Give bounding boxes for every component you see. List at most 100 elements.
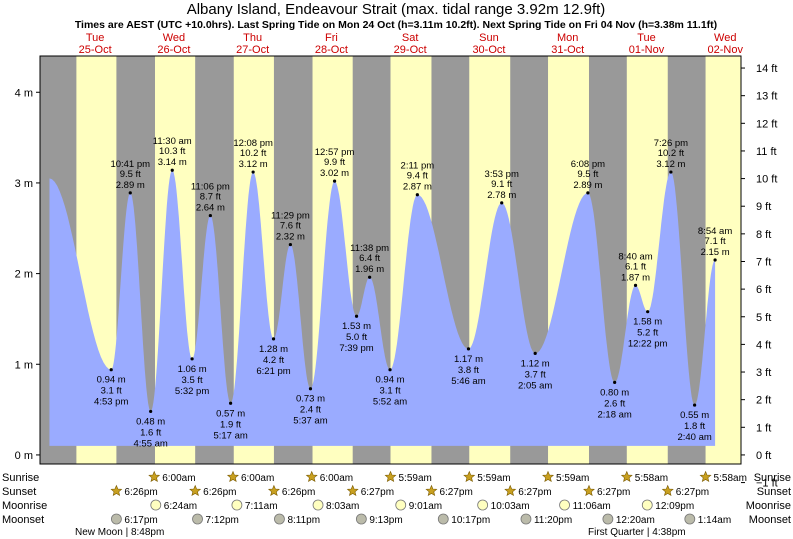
- right-tick-label: 13 ft: [756, 91, 777, 103]
- tide-meters: 3.02 m: [320, 168, 349, 179]
- moonset-icon: [520, 513, 532, 525]
- moonrise-label-left: Moonrise: [2, 500, 47, 512]
- moonrise-icon: [641, 499, 653, 511]
- moonset-icon: [274, 513, 285, 525]
- moonrise-time: 10:03am: [491, 501, 530, 512]
- tide-point: [669, 170, 673, 174]
- tide-feet: 2.6 ft: [604, 398, 625, 409]
- tide-meters: 2.78 m: [487, 190, 516, 201]
- tide-time: 3:53 pm: [485, 169, 519, 180]
- tide-meters: 0.94 m: [376, 375, 405, 386]
- moonset-label-left: Moonset: [2, 514, 44, 526]
- tide-point: [332, 179, 337, 183]
- tide-time: 12:22 pm: [628, 339, 668, 350]
- moonset-icon: [192, 513, 203, 525]
- tide-meters: 1.53 m: [342, 321, 371, 332]
- day-date: 27-Oct: [236, 44, 269, 56]
- day-date: 29-Oct: [394, 44, 427, 56]
- day-name: Fri: [325, 32, 338, 44]
- day-labels: Tue25-OctWed26-OctThu27-OctFri28-OctSat2…: [79, 32, 744, 56]
- moonrise-time: 11:06am: [573, 501, 611, 512]
- tide-meters: 1.96 m: [355, 264, 384, 275]
- right-axis: −1 ft 0 ft 1 ft 2 ft 3 ft 4 ft 5 ft 6 ft 7 ft 8 f…: [741, 63, 778, 490]
- sunrise-icon: [620, 470, 633, 483]
- moonset-time: 12:20am: [616, 515, 655, 526]
- right-tick-label: 7 ft: [756, 256, 771, 268]
- tide-meters: 2.89 m: [573, 180, 602, 191]
- tide-feet: 7.6 ft: [280, 221, 301, 232]
- tide-curve: [49, 170, 716, 446]
- moon-phase-first-quarter: First Quarter | 4:38pm: [588, 527, 686, 538]
- tide-feet: 7.1 ft: [705, 236, 726, 247]
- moonset-time: 7:12pm: [206, 515, 239, 526]
- moonrise-icon: [312, 499, 324, 511]
- tide-time: 11:06 pm: [191, 182, 230, 193]
- tide-meters: 0.55 m: [680, 410, 709, 421]
- moonrise-icon: [559, 499, 570, 511]
- tide-meters: 2.64 m: [196, 203, 225, 214]
- moonset-time: 1:14am: [698, 515, 731, 526]
- tide-time: 11:29 pm: [271, 211, 310, 222]
- day-date: 26-Oct: [157, 44, 190, 56]
- tide-feet: 5.2 ft: [637, 328, 658, 339]
- sunset-time: 6:27pm: [597, 487, 630, 498]
- tide-feet: 3.8 ft: [458, 365, 479, 376]
- tide-time: 7:26 pm: [654, 138, 688, 149]
- sunset-time: 6:27pm: [518, 487, 551, 498]
- moonrise-time: 12:09pm: [655, 501, 694, 512]
- day-name: Thu: [243, 32, 262, 44]
- right-tick-label: 8 ft: [756, 229, 771, 241]
- right-tick-label: 9 ft: [756, 201, 771, 213]
- tide-meters: 2.32 m: [276, 232, 305, 243]
- tide-time: 5:52 am: [373, 397, 407, 408]
- tide-feet: 9.4 ft: [407, 171, 428, 182]
- tide-time: 5:37 am: [293, 416, 327, 427]
- tide-point: [586, 191, 590, 195]
- tide-point: [271, 337, 276, 341]
- tide-point: [308, 387, 313, 391]
- moonrise-time: 8:03am: [326, 501, 359, 512]
- moonset-time: 11:20pm: [534, 515, 572, 526]
- tide-time: 8:54 am: [698, 226, 732, 237]
- sunrise-icon: [148, 470, 161, 483]
- tide-time: 12:08 pm: [233, 138, 273, 149]
- right-tick-label: 0 ft: [756, 450, 771, 462]
- left-tick-label: 3 m: [15, 178, 33, 190]
- right-tick-label: 10 ft: [756, 174, 777, 186]
- astro-rows: Sunrise Sunrise 6:00am 6:00am 6:00am 5:59am 5:…: [2, 470, 791, 538]
- tide-feet: 10.3 ft: [159, 146, 186, 157]
- moonset-icon: [602, 513, 614, 525]
- tide-meters: 1.17 m: [454, 354, 483, 365]
- sunset-icon: [267, 484, 280, 497]
- day-date: 31-Oct: [551, 44, 584, 56]
- tide-point: [466, 347, 471, 351]
- tide-meters: 3.12 m: [656, 159, 685, 170]
- right-tick-label: 6 ft: [756, 284, 771, 296]
- tide-time: 8:40 am: [618, 251, 652, 262]
- day-date: 01-Nov: [629, 44, 665, 56]
- tide-meters: 3.12 m: [239, 159, 268, 170]
- sunset-time: 6:27pm: [439, 487, 472, 498]
- moonrise-time: 6:24am: [164, 501, 197, 512]
- tide-point: [500, 201, 504, 205]
- moonrise-icon: [231, 499, 243, 511]
- sunset-icon: [583, 484, 595, 497]
- tide-meters: 1.28 m: [259, 344, 288, 355]
- tide-meters: 2.89 m: [116, 180, 145, 191]
- moonset-time: 10:17pm: [451, 515, 490, 526]
- day-name: Tue: [86, 32, 105, 44]
- right-tick-label: 1 ft: [756, 422, 771, 434]
- tide-time: 10:41 pm: [110, 159, 150, 170]
- moonrise-icon: [150, 499, 162, 511]
- tide-feet: 2.4 ft: [300, 405, 321, 416]
- sunset-icon: [189, 484, 202, 497]
- tide-feet: 4.2 ft: [263, 355, 284, 366]
- moonset-time: 8:11pm: [287, 515, 320, 526]
- tide-time: 2:40 am: [677, 432, 711, 443]
- day-date: 02-Nov: [708, 44, 744, 56]
- tide-feet: 10.2 ft: [240, 148, 267, 159]
- sunset-icon: [504, 484, 517, 497]
- tide-feet: 9.5 ft: [120, 169, 141, 180]
- right-tick-label: 3 ft: [756, 367, 771, 379]
- moonset-icon: [355, 513, 367, 525]
